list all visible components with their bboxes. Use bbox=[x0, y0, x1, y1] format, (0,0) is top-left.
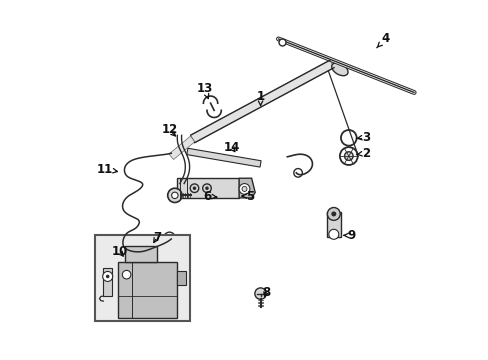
Text: 7: 7 bbox=[153, 231, 161, 244]
Text: 3: 3 bbox=[356, 131, 369, 144]
Text: 4: 4 bbox=[376, 32, 389, 48]
Bar bbox=[176, 178, 239, 198]
Circle shape bbox=[203, 184, 211, 193]
Text: 11: 11 bbox=[97, 163, 117, 176]
Circle shape bbox=[328, 229, 338, 239]
Bar bbox=[95, 235, 189, 321]
Circle shape bbox=[167, 188, 182, 203]
Circle shape bbox=[242, 186, 246, 192]
Bar bbox=[118, 262, 176, 318]
Circle shape bbox=[239, 184, 249, 194]
Circle shape bbox=[190, 184, 198, 193]
Circle shape bbox=[344, 152, 352, 160]
Circle shape bbox=[254, 288, 266, 299]
Text: 12: 12 bbox=[161, 123, 177, 136]
Polygon shape bbox=[186, 148, 261, 167]
Circle shape bbox=[192, 186, 196, 190]
Circle shape bbox=[122, 270, 131, 279]
Bar bbox=[326, 212, 340, 237]
Text: 10: 10 bbox=[111, 245, 127, 258]
Text: 6: 6 bbox=[203, 190, 216, 203]
Text: 13: 13 bbox=[196, 82, 212, 99]
Bar bbox=[124, 246, 157, 262]
Polygon shape bbox=[169, 136, 195, 159]
Circle shape bbox=[106, 275, 109, 278]
Polygon shape bbox=[190, 60, 333, 143]
Polygon shape bbox=[239, 178, 255, 198]
Text: 2: 2 bbox=[356, 147, 369, 160]
Bar bbox=[103, 267, 112, 296]
Circle shape bbox=[331, 211, 336, 216]
Bar bbox=[176, 271, 185, 285]
Circle shape bbox=[326, 207, 340, 220]
Text: 9: 9 bbox=[344, 229, 355, 242]
Circle shape bbox=[102, 271, 112, 282]
Text: 8: 8 bbox=[261, 286, 269, 299]
Text: 14: 14 bbox=[224, 141, 240, 154]
Circle shape bbox=[205, 186, 208, 190]
Ellipse shape bbox=[331, 63, 347, 76]
Circle shape bbox=[171, 192, 178, 199]
Text: 5: 5 bbox=[242, 190, 253, 203]
Text: 1: 1 bbox=[256, 90, 264, 106]
